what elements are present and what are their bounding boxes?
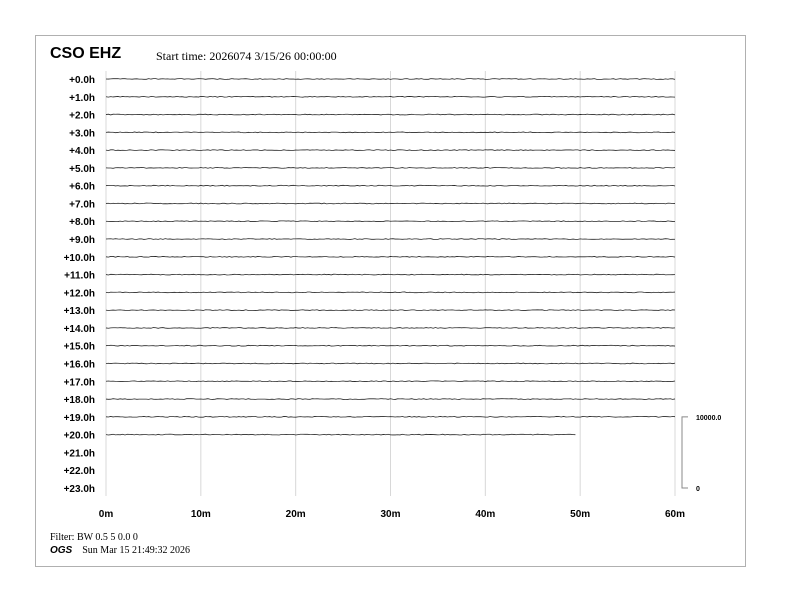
row-label: +13.0h xyxy=(64,306,95,317)
generated-time: Sun Mar 15 21:49:32 2026 xyxy=(82,545,190,556)
x-tick-label: 20m xyxy=(286,509,306,520)
seismic-trace xyxy=(106,203,675,204)
row-label: +10.0h xyxy=(64,253,95,264)
seismic-trace xyxy=(106,310,675,311)
row-label: +2.0h xyxy=(69,111,95,122)
x-tick-label: 50m xyxy=(570,509,590,520)
seismic-trace xyxy=(106,221,675,222)
row-label: +3.0h xyxy=(69,128,95,139)
x-tick-label: 0m xyxy=(99,509,114,520)
amplitude-scale-bar xyxy=(682,417,688,488)
row-label: +19.0h xyxy=(64,413,95,424)
row-label: +1.0h xyxy=(69,93,95,104)
seismic-trace xyxy=(106,150,675,151)
row-label: +21.0h xyxy=(64,448,95,459)
row-label: +22.0h xyxy=(64,466,95,477)
org-label: OGS xyxy=(50,545,72,556)
row-label: +6.0h xyxy=(69,182,95,193)
row-label: +9.0h xyxy=(69,235,95,246)
row-label: +20.0h xyxy=(64,431,95,442)
row-label: +14.0h xyxy=(64,324,95,335)
row-label: +4.0h xyxy=(69,146,95,157)
seismic-trace xyxy=(106,274,675,275)
seismic-trace xyxy=(106,292,675,293)
row-label: +18.0h xyxy=(64,395,95,406)
row-label: +15.0h xyxy=(64,342,95,353)
x-tick-label: 30m xyxy=(380,509,400,520)
x-tick-label: 60m xyxy=(665,509,685,520)
x-tick-label: 10m xyxy=(191,509,211,520)
filter-info: Filter: BW 0.5 5 0.0 0 xyxy=(50,532,138,543)
row-label: +17.0h xyxy=(64,377,95,388)
row-label: +16.0h xyxy=(64,359,95,370)
row-label: +7.0h xyxy=(69,199,95,210)
scale-min-label: 0 xyxy=(696,486,700,493)
footer-info: OGS Sun Mar 15 21:49:32 2026 xyxy=(50,545,190,556)
scale-max-label: 10000.0 xyxy=(696,415,721,422)
row-label: +8.0h xyxy=(69,217,95,228)
row-label: +11.0h xyxy=(64,271,95,282)
seismic-trace xyxy=(106,239,675,240)
row-label: +5.0h xyxy=(69,164,95,175)
x-tick-label: 40m xyxy=(475,509,495,520)
row-label: +12.0h xyxy=(64,288,95,299)
row-label: +23.0h xyxy=(64,484,95,495)
seismic-trace xyxy=(106,434,575,435)
row-label: +0.0h xyxy=(69,75,95,86)
seismic-trace xyxy=(106,345,675,346)
